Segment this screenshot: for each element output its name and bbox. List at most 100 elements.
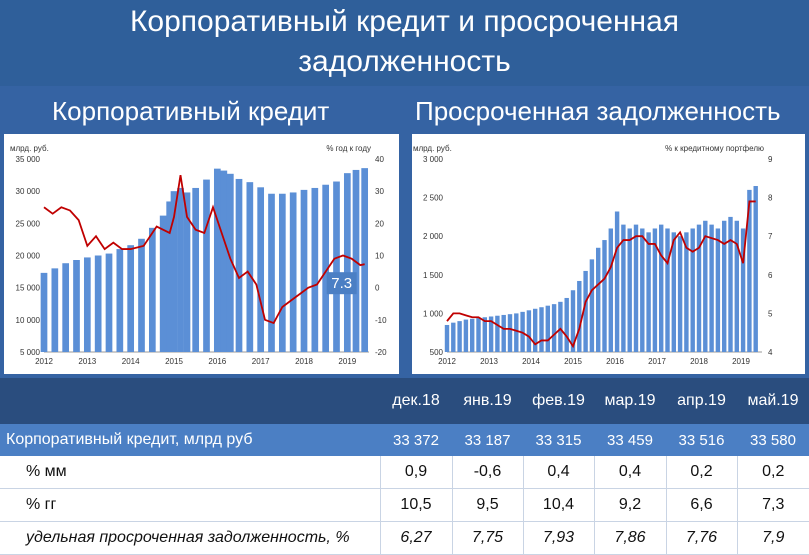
table-cell: 10,5 (379, 488, 452, 522)
bar-mark (343, 173, 351, 352)
table-cell: 33 372 (380, 424, 452, 456)
bar-mark (671, 232, 677, 352)
bar-mark (183, 192, 191, 352)
bar-mark (652, 228, 658, 352)
x-tick-label: 2018 (295, 357, 313, 366)
y-left-tick-label: 500 (430, 348, 444, 357)
bar-mark (740, 228, 746, 352)
table-header-cell: май.19 (737, 378, 809, 424)
table-cell: 6,27 (379, 521, 452, 555)
bar-mark (469, 318, 475, 352)
y-right-tick-label: 6 (768, 271, 773, 280)
table-row: % гг 10,5 9,5 10,4 9,2 6,6 7,3 (0, 488, 809, 522)
bar-mark (62, 263, 70, 352)
bar-mark (94, 255, 102, 352)
y-right-tick-label: -10 (375, 316, 387, 325)
table-cell: 0,2 (736, 456, 809, 489)
bar-mark (83, 257, 91, 352)
bar-mark (696, 224, 702, 352)
y-left-tick-label: 1 500 (423, 271, 444, 280)
bar-mark (709, 224, 714, 352)
bar-mark (621, 224, 626, 352)
bar-mark (105, 253, 113, 352)
y-left-tick-label: 25 000 (16, 219, 41, 228)
bar-mark (501, 314, 506, 352)
table-header-cell: дек.18 (380, 378, 452, 424)
y-left-tick-label: 1 000 (423, 309, 444, 318)
y-right-tick-label: 40 (375, 155, 384, 164)
bar-mark (322, 184, 330, 352)
table-cell: 7,86 (593, 521, 666, 555)
table-cell: 7,75 (451, 521, 523, 555)
bar-mark (627, 228, 632, 352)
table-cell: 0,4 (522, 456, 594, 489)
bar-mark (728, 216, 733, 352)
bar-mark (721, 220, 727, 352)
bar-mark (614, 211, 620, 352)
title-bar: Корпоративный кредит и просроченная задо… (0, 0, 809, 86)
bar-mark (463, 319, 469, 352)
bar-mark (246, 182, 254, 352)
table-row: Корпоративный кредит, млрд руб 33 372 33… (0, 424, 809, 456)
x-tick-label: 2012 (35, 357, 53, 366)
units-left-label: млрд. руб. (10, 144, 49, 153)
bar-mark (361, 168, 369, 352)
bar-mark (589, 259, 595, 352)
table-header-cell: апр.19 (666, 378, 737, 424)
bar-mark (226, 173, 234, 352)
bar-mark (633, 224, 639, 352)
x-tick-label: 2017 (648, 357, 666, 366)
bar-mark (545, 305, 551, 352)
y-right-tick-label: 30 (375, 187, 384, 196)
bar-mark (570, 290, 576, 352)
bar-mark (235, 178, 243, 352)
table-cell: 0,9 (379, 456, 452, 489)
y-left-tick-label: 2 000 (423, 232, 444, 241)
y-left-tick-label: 3 000 (423, 155, 444, 164)
bar-mark (646, 232, 651, 352)
table-cell: 33 580 (737, 424, 809, 456)
y-left-tick-label: 35 000 (16, 155, 41, 164)
line-series (43, 174, 365, 325)
y-left-tick-label: 10 000 (16, 316, 41, 325)
bar-mark (608, 228, 614, 352)
y-right-tick-label: 8 (768, 194, 773, 203)
bar-mark (690, 228, 695, 352)
table-cell: 33 459 (594, 424, 666, 456)
table-cell: 6,6 (665, 488, 737, 522)
annotation-box (326, 272, 357, 295)
bar-mark (203, 179, 210, 352)
bar-mark (444, 324, 450, 352)
bar-mark (514, 313, 519, 352)
bar-mark (734, 220, 740, 352)
row-label: % гг (0, 488, 380, 522)
bar-mark (177, 187, 184, 352)
bar-mark (333, 181, 340, 352)
bar-mark (507, 314, 513, 352)
units-right-label: % год к году (326, 144, 371, 153)
table-cell: 33 516 (666, 424, 737, 456)
table-header-cell: фев.19 (523, 378, 594, 424)
chart-panel-overdue: млрд. руб. % к кредитному портфелю 500 1 00… (412, 134, 805, 374)
x-tick-label: 2017 (252, 357, 270, 366)
table-header-cell: мар.19 (594, 378, 666, 424)
table-header-empty (0, 378, 380, 424)
bar-mark (526, 310, 532, 352)
row-label: удельная просроченная задолженность, % (0, 521, 380, 555)
bar-mark (665, 228, 670, 352)
page-title-line2: задолженность (298, 45, 511, 78)
x-tick-label: 2015 (165, 357, 183, 366)
row-label: Корпоративный кредит, млрд руб (0, 424, 380, 456)
table-cell: 7,93 (522, 521, 594, 555)
bar-mark (311, 187, 319, 352)
table-cell: 7,76 (665, 521, 737, 555)
table-row: % мм 0,9 -0,6 0,4 0,4 0,2 0,2 (0, 456, 809, 489)
x-tick-label: 2018 (690, 357, 708, 366)
bar-mark (551, 304, 557, 352)
table-cell: 9,5 (451, 488, 523, 522)
x-tick-label: 2014 (122, 357, 140, 366)
bar-mark (476, 318, 481, 352)
bar-mark (51, 268, 59, 352)
table-cell: 7,9 (736, 521, 809, 555)
bar-mark (40, 272, 48, 352)
